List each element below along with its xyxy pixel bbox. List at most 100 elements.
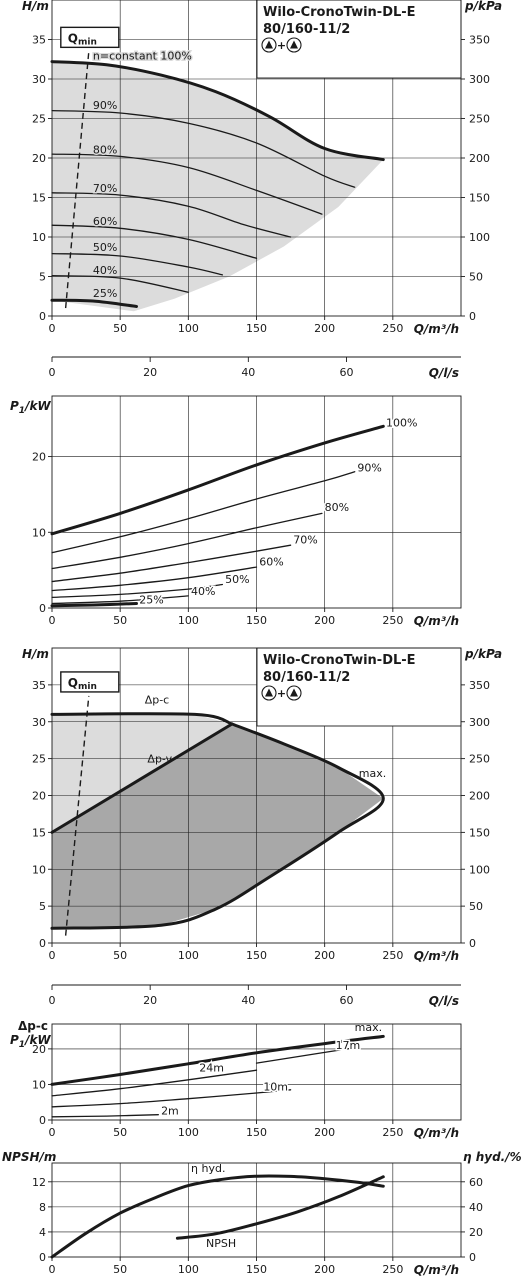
- power-chart-1: 100%90%80%70%60%50%40%25%0 50 100 150 200 250…: [10, 395, 462, 628]
- y2-tick-label: 250: [469, 753, 490, 766]
- series-label-0: η hyd.: [191, 1162, 225, 1175]
- head-flow-chart-2: Δp-c Δp-v max. Qmin Wilo-CronoTwin-DL-E 80/16…: [22, 647, 502, 963]
- x-tick-label: 0: [49, 614, 56, 627]
- x-tick-label: 250: [382, 614, 403, 627]
- x-tick-label: 150: [246, 949, 267, 962]
- pump-triangle-icon: [265, 40, 273, 49]
- series-line-2: [51, 512, 323, 570]
- x-tick-label: 0: [49, 1263, 56, 1276]
- y-tick-label: 20: [32, 152, 46, 165]
- y2-tick-label: 300: [469, 716, 490, 729]
- y-axis-label-top: Δp-c: [18, 1019, 48, 1033]
- series-line-0: [50, 1034, 385, 1086]
- model-size: 80/160-11/2: [263, 22, 350, 37]
- y-axis-label-sub: 1: [19, 1040, 25, 1050]
- series-line-2: [255, 1046, 360, 1064]
- qmin-label-main: Q: [68, 676, 78, 690]
- lps-tick-label: 60: [339, 994, 353, 1007]
- flow-lps-axis-1: 0 20 40 60 Q/l/s: [49, 356, 461, 380]
- series-label-2: 17m: [336, 1039, 361, 1052]
- x-tick-label: 50: [113, 1126, 127, 1139]
- y2-tick-label: 300: [469, 73, 490, 86]
- x-tick-label: 100: [178, 322, 199, 335]
- series-line-4: [51, 566, 258, 592]
- y-tick-label: 10: [32, 526, 46, 539]
- series-label-1: 90%: [357, 462, 381, 475]
- qmin-line: [64, 51, 90, 309]
- series-line-0: [50, 60, 385, 162]
- pump-symbol-icon: [286, 37, 302, 53]
- qmin-label-sub: min: [78, 37, 97, 47]
- series-line-0: [50, 424, 385, 536]
- series-label-4: 60%: [93, 215, 117, 228]
- series-line-7: [50, 298, 138, 308]
- series-line-6: [51, 595, 189, 605]
- series-line-1: [175, 1175, 385, 1240]
- y-axis-label-unit: /kW: [23, 399, 51, 413]
- y-tick-label: 30: [32, 716, 46, 729]
- x-tick-label: 0: [49, 949, 56, 962]
- y-axis-label: P1/kW: [10, 399, 51, 416]
- x-tick-label: 50: [113, 1263, 127, 1276]
- light-operating-area: [52, 714, 232, 833]
- head-flow-chart-1: n=constant 100% 90% 80% 70% 60% 50% 40% 25% Qmin…: [22, 0, 502, 336]
- y-tick-label: 15: [32, 192, 46, 205]
- x-tick-label: 150: [246, 614, 267, 627]
- lps-tick-label: 0: [49, 994, 56, 1007]
- series-label-6: 40%: [93, 264, 117, 277]
- y2-tick-label: 100: [469, 863, 490, 876]
- series-label-0: max.: [355, 1021, 382, 1034]
- y2-tick-label: 100: [469, 231, 490, 244]
- qmin-label-sub: min: [78, 682, 97, 692]
- y-tick-label: 35: [32, 679, 46, 692]
- series-line-0: [50, 712, 234, 726]
- x-tick-label: 250: [382, 1263, 403, 1276]
- x-axis-label: Q/m³/h: [414, 1126, 459, 1140]
- y-axis-label: H/m: [22, 0, 49, 13]
- y-tick-label: 25: [32, 113, 46, 126]
- series-line-6: [51, 275, 189, 293]
- qmin-box: [60, 671, 120, 693]
- x-tick-label: 0: [49, 322, 56, 335]
- x-tick-label: 100: [178, 1126, 199, 1139]
- series-line-4: [51, 1114, 159, 1118]
- y-tick-label: 4: [39, 1226, 46, 1239]
- series-label-1: 24m: [199, 1062, 224, 1075]
- series-line-4: [51, 224, 258, 259]
- series-label-3: 70%: [293, 534, 317, 547]
- pump-symbol-icon: [261, 685, 277, 701]
- x-axis-label: Q/m³/h: [414, 614, 459, 628]
- y2-tick-label: 60: [469, 1176, 483, 1189]
- series-label-0: 100%: [386, 416, 417, 429]
- y-axis-label-main: P: [10, 399, 19, 413]
- y-tick-label: 10: [32, 1078, 46, 1091]
- y-tick-label: 20: [32, 790, 46, 803]
- series-label-4: 2m: [161, 1104, 179, 1117]
- qmin-label: Qmin: [68, 31, 97, 47]
- x-tick-label: 200: [314, 1263, 335, 1276]
- series-line-2: [50, 722, 385, 930]
- series-label-0: Δp-c: [145, 693, 170, 706]
- x-tick-label: 250: [382, 322, 403, 335]
- y-tick-label: 20: [32, 451, 46, 464]
- qmin-line: [64, 695, 90, 936]
- npsh-efficiency-chart: η hyd. NPSH 0 50 100 150 200 250 Q/m³/h 0 4 8 12 0 20 4…: [2, 1150, 521, 1277]
- series-line-2: [51, 153, 323, 215]
- x-tick-label: 100: [178, 614, 199, 627]
- y-tick-label: 5: [39, 271, 46, 284]
- x-tick-label: 150: [246, 1263, 267, 1276]
- series-label-6: 40%: [191, 585, 215, 598]
- y-tick-label: 35: [32, 34, 46, 47]
- series-line-0: [50, 1174, 385, 1259]
- x-tick-label: 0: [49, 1126, 56, 1139]
- y-tick-label: 0: [39, 310, 46, 323]
- y2-tick-label: 200: [469, 152, 490, 165]
- series-label-5: 50%: [93, 241, 117, 254]
- lps-tick-label: 40: [241, 366, 255, 379]
- y2-tick-label: 50: [469, 271, 483, 284]
- y-tick-label: 20: [32, 1043, 46, 1056]
- y2-axis-label: p/kPa: [464, 647, 502, 661]
- series-label-3: 10m: [263, 1080, 288, 1093]
- y-tick-label: 0: [39, 1114, 46, 1127]
